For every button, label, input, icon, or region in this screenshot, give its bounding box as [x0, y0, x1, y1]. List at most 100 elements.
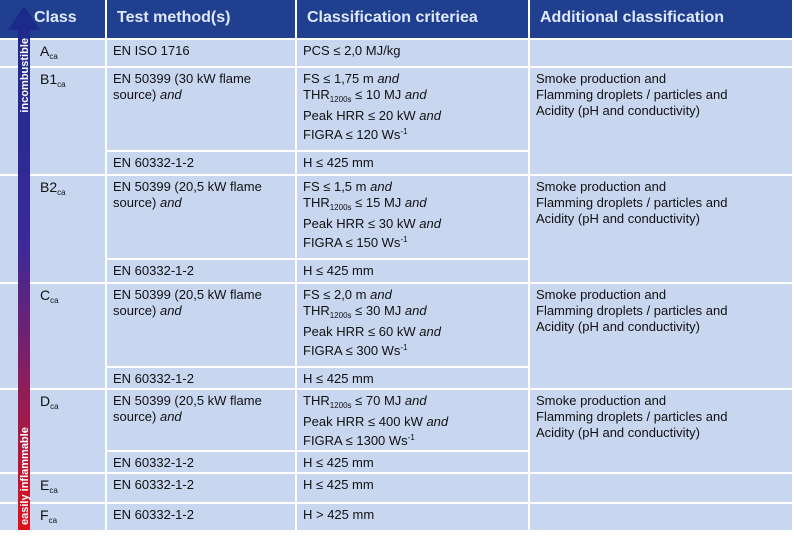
line: Peak HRR ≤ 30 kW and	[303, 216, 522, 232]
class-cell: Cca	[0, 284, 105, 388]
line: EN 60332-1-2	[113, 155, 289, 171]
text: Flamming droplets / particles and	[536, 409, 728, 424]
class-cell: B2ca	[0, 176, 105, 282]
line: source) and	[113, 195, 289, 211]
subscript: ca	[49, 52, 58, 61]
class-cell: B1ca	[0, 68, 105, 174]
line: Peak HRR ≤ 20 kW and	[303, 108, 522, 124]
text: THR	[303, 195, 330, 210]
text: H ≤ 425 mm	[303, 155, 374, 170]
subscript: ca	[57, 188, 66, 197]
text: C	[40, 287, 51, 303]
criteria-cell: H ≤ 425 mm	[297, 368, 528, 388]
line: Flamming droplets / particles and	[536, 303, 786, 319]
text: B2	[40, 179, 58, 195]
line: THR1200s ≤ 15 MJ and	[303, 195, 522, 216]
text: EN 50399 (20,5 kW flame	[113, 393, 262, 408]
text: A	[40, 43, 50, 59]
criteria-cell: H ≤ 425 mm	[297, 260, 528, 282]
text: ≤ 30 MJ	[351, 303, 405, 318]
text: source)	[113, 87, 160, 102]
text: THR	[303, 393, 330, 408]
criteria-cell: H ≤ 425 mm	[297, 474, 528, 502]
line: Peak HRR ≤ 400 kW and	[303, 414, 522, 430]
italic-text: and	[159, 409, 182, 424]
line: Acidity (pH and conductivity)	[536, 103, 786, 119]
text: Flamming droplets / particles and	[536, 87, 728, 102]
class-cell: Eca	[0, 474, 105, 502]
line: H ≤ 425 mm	[303, 263, 522, 279]
line: Acidity (pH and conductivity)	[536, 211, 786, 227]
class-cell: Aca	[0, 40, 105, 66]
text: Acidity (pH and conductivity)	[536, 319, 701, 334]
text: EN 60332-1-2	[113, 507, 194, 522]
text: Flamming droplets / particles and	[536, 303, 728, 318]
text: FS ≤ 1,75 m	[303, 71, 378, 86]
subscript: ca	[50, 296, 59, 305]
text: Acidity (pH and conductivity)	[536, 425, 701, 440]
scale-label: incombustible	[19, 38, 31, 113]
text: H ≤ 425 mm	[303, 371, 374, 386]
line: EN 50399 (20,5 kW flame	[113, 393, 289, 409]
text: Acidity (pH and conductivity)	[536, 211, 701, 226]
additional-cell: Smoke production and Flamming droplets / …	[530, 176, 792, 282]
line: FS ≤ 1,5 m and	[303, 179, 522, 195]
italic-text: and	[404, 195, 427, 210]
italic-text: and	[370, 179, 392, 194]
line: Flamming droplets / particles and	[536, 409, 786, 425]
additional-cell	[530, 504, 792, 530]
line: PCS ≤ 2,0 MJ/kg	[303, 43, 522, 59]
text: FS ≤ 1,5 m	[303, 179, 371, 194]
class-cell: Dca	[0, 390, 105, 472]
subscript: 1200s	[329, 311, 352, 320]
text: EN 60332-1-2	[113, 263, 194, 278]
italic-text: and	[370, 287, 392, 302]
text: Peak HRR ≤ 30 kW	[303, 216, 420, 231]
header-cell: Classification criteriea	[297, 0, 528, 38]
line: FIGRA ≤ 300 Ws-1	[303, 340, 522, 359]
text: source)	[113, 195, 160, 210]
criteria-cell: H ≤ 425 mm	[297, 152, 528, 174]
additional-cell: Smoke production and Flamming droplets / …	[530, 68, 792, 174]
italic-text: and	[404, 303, 427, 318]
text: Acidity (pH and conductivity)	[536, 103, 701, 118]
criteria-cell: H ≤ 425 mm	[297, 452, 528, 472]
line: EN 60332-1-2	[113, 263, 289, 279]
line: EN 60332-1-2	[113, 455, 289, 471]
line: H ≤ 425 mm	[303, 455, 522, 471]
text: EN 60332-1-2	[113, 455, 194, 470]
text: PCS ≤ 2,0 MJ/kg	[303, 43, 401, 58]
line: EN 50399 (30 kW flame	[113, 71, 289, 87]
criteria-cell: FS ≤ 2,0 m and THR1200s ≤ 30 MJ and Peak H…	[297, 284, 528, 366]
method-cell: EN 60332-1-2	[107, 474, 295, 502]
line: EN 50399 (20,5 kW flame	[113, 179, 289, 195]
text: Smoke production and	[536, 179, 667, 194]
text: source)	[113, 409, 160, 424]
italic-text: and	[159, 87, 182, 102]
method-cell: EN 50399 (20,5 kW flame source) and	[107, 390, 295, 450]
text: Peak HRR ≤ 400 kW	[303, 414, 427, 429]
line: EN ISO 1716	[113, 43, 289, 59]
line: Acidity (pH and conductivity)	[536, 425, 786, 441]
line: THR1200s ≤ 70 MJ and	[303, 393, 522, 414]
line: Acidity (pH and conductivity)	[536, 319, 786, 335]
italic-text: and	[159, 303, 182, 318]
line: Smoke production and	[536, 287, 786, 303]
subscript: 1200s	[329, 203, 352, 212]
subscript: ca	[57, 80, 66, 89]
scale-label: easily inflammable	[19, 427, 31, 525]
text: THR	[303, 303, 330, 318]
subscript: ca	[50, 402, 59, 411]
additional-cell	[530, 474, 792, 502]
line: THR1200s ≤ 10 MJ and	[303, 87, 522, 108]
text: E	[40, 477, 50, 493]
header-cell: Test method(s)	[107, 0, 295, 38]
text: EN 50399 (20,5 kW flame	[113, 287, 262, 302]
method-cell: EN 50399 (20,5 kW flame source) and	[107, 176, 295, 258]
italic-text: and	[419, 216, 441, 231]
text: Peak HRR ≤ 60 kW	[303, 324, 420, 339]
italic-text: and	[159, 195, 182, 210]
text: ≤ 70 MJ	[351, 393, 405, 408]
line: H ≤ 425 mm	[303, 477, 522, 493]
